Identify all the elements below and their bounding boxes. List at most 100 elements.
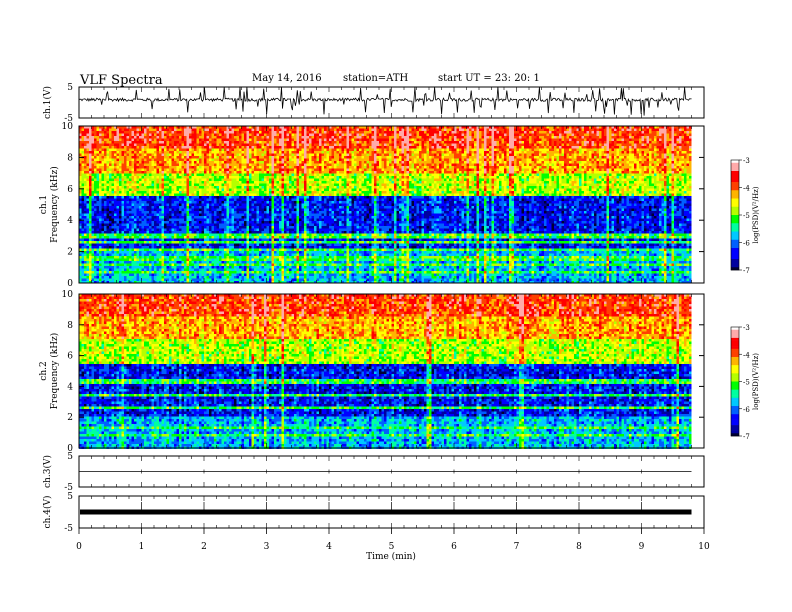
- spectrogram-cell: [659, 131, 667, 134]
- spectrogram-cell: [319, 139, 322, 142]
- spectrogram-cell: [442, 139, 445, 142]
- spectrogram-cell: [277, 134, 280, 137]
- spectrogram-cell: [627, 131, 630, 134]
- spectrogram-cell: [427, 129, 430, 132]
- spectrogram-cell: [437, 134, 440, 137]
- spectrogram-cell: [517, 141, 520, 144]
- spectrogram-cell: [537, 141, 540, 144]
- spectrogram-cell: [292, 141, 295, 144]
- spectrogram-cell: [202, 129, 205, 132]
- spectrogram-cell: [399, 134, 404, 137]
- spectrogram-cell: [504, 131, 507, 134]
- spectrogram-cell: [307, 139, 310, 142]
- spectrogram-cell: [362, 139, 370, 142]
- spectrogram-cell: [137, 136, 140, 139]
- spectrogram-cell: [422, 141, 425, 144]
- spectrogram-cell: [92, 129, 95, 132]
- spectrogram-cell: [554, 144, 557, 147]
- spectrogram-cell: [407, 131, 410, 134]
- spectrogram-cell: [574, 134, 577, 137]
- spectrogram-cell: [504, 139, 509, 142]
- spectrogram-cell: [504, 136, 507, 139]
- spectrogram-cell: [94, 136, 99, 139]
- spectrogram-cell: [359, 141, 362, 144]
- spectrogram-cell: [459, 141, 462, 144]
- spectrogram-cell: [432, 139, 435, 142]
- spectrogram-cell: [99, 134, 102, 137]
- spectrogram-cell: [344, 139, 347, 142]
- spectrogram-cell: [427, 134, 430, 137]
- spectrogram-cell: [429, 134, 434, 137]
- spectrogram-cell: [554, 129, 557, 132]
- spectrogram-cell: [97, 131, 100, 134]
- spectrogram-cell: [312, 136, 315, 139]
- spectrogram-cell: [592, 131, 595, 134]
- spectrogram-cell: [334, 136, 337, 139]
- spectrogram-cell: [499, 141, 502, 144]
- spectrogram-cell: [382, 141, 390, 144]
- spectrogram-cell: [594, 131, 597, 134]
- spectrogram-cell: [287, 141, 292, 144]
- spectrogram-cell: [302, 141, 307, 144]
- spectrogram-cell: [394, 131, 397, 134]
- spectrogram-cell: [682, 136, 685, 139]
- spectrogram-cell: [344, 136, 347, 139]
- spectrogram-cell: [319, 131, 322, 134]
- spectrogram-cell: [509, 129, 514, 132]
- spectrogram-cell: [489, 129, 497, 132]
- spectrogram-cell: [174, 144, 177, 147]
- spectrogram-cell: [609, 134, 612, 137]
- spectrogram-cell: [234, 141, 239, 144]
- spectrogram-cell: [124, 141, 127, 144]
- spectrogram-cell: [284, 134, 287, 137]
- spectrogram-cell: [444, 139, 447, 142]
- spectrogram-cell: [137, 144, 145, 147]
- spectrogram-cell: [97, 134, 100, 137]
- spectrogram-cell: [109, 136, 112, 139]
- spectrogram-cell: [354, 134, 357, 137]
- spectrogram-cell: [439, 134, 442, 137]
- spectrogram-cell: [484, 131, 487, 134]
- spectrogram-cell: [479, 139, 482, 142]
- spectrogram-cell: [359, 129, 364, 132]
- spectrogram-cell: [269, 141, 272, 144]
- spectrogram-cell: [589, 141, 592, 144]
- spectrogram-cell: [314, 136, 317, 139]
- spectrogram-cell: [454, 136, 457, 139]
- spectrogram-cell: [384, 129, 387, 132]
- spectrogram-cell: [379, 144, 382, 147]
- spectrogram-cell: [592, 141, 595, 144]
- spectrogram-cell: [509, 144, 514, 147]
- spectrogram-cell: [357, 144, 362, 147]
- spectrogram-cell: [342, 136, 345, 139]
- spectrogram-cell: [634, 134, 637, 137]
- spectrogram-cell: [449, 136, 452, 139]
- spectrogram-cell: [399, 136, 402, 139]
- spectrogram-cell: [392, 134, 395, 137]
- spectrogram-cell: [317, 129, 320, 132]
- spectrogram-cell: [619, 131, 622, 134]
- spectrogram-cell: [337, 134, 340, 137]
- spectrogram-cell: [289, 134, 292, 137]
- spectrogram-cell: [112, 141, 115, 144]
- spectrogram-cell: [104, 134, 107, 137]
- spectrogram-cell: [592, 144, 595, 147]
- spectrogram-cell: [479, 141, 484, 144]
- spectrogram-cell: [472, 144, 475, 147]
- spectrogram-cell: [199, 131, 202, 134]
- spectrogram-cell: [424, 141, 427, 144]
- spectrogram-cell: [232, 134, 235, 137]
- spectrogram-cell: [124, 131, 132, 134]
- spectrogram-cell: [187, 144, 190, 147]
- spectrogram-cell: [312, 144, 315, 147]
- spectrogram-cell: [542, 144, 545, 147]
- spectrogram-cell: [537, 131, 540, 134]
- spectrogram-cell: [389, 139, 392, 142]
- spectrogram-cell: [242, 144, 250, 147]
- spectrogram-cell: [187, 136, 190, 139]
- spectrogram-cell: [157, 131, 160, 134]
- spectrogram-cell: [364, 129, 367, 132]
- spectrogram-cell: [274, 141, 277, 144]
- spectrogram-cell: [552, 144, 555, 147]
- spectrogram-cell: [569, 139, 572, 142]
